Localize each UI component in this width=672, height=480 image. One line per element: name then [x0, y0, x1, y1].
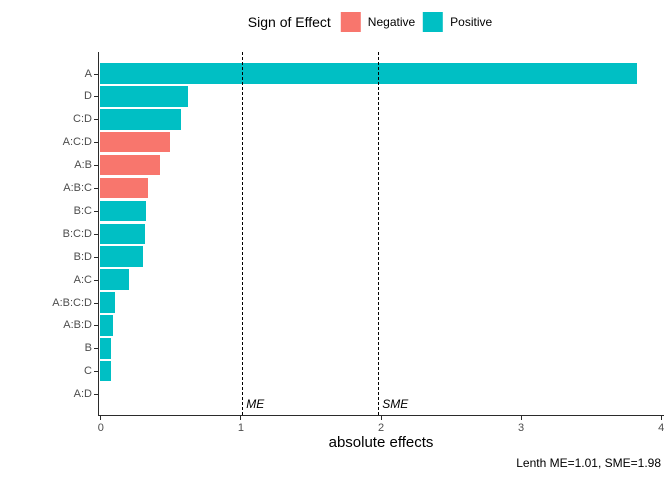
me-reference-line [241, 52, 243, 415]
x-axis-title: absolute effects [328, 434, 434, 451]
y-axis-tick [94, 325, 98, 327]
y-axis-label: A:C:D [62, 136, 92, 149]
y-axis-tick [94, 96, 98, 98]
bar-c-d [100, 109, 182, 130]
legend-label-positive: Positive [450, 15, 493, 29]
y-axis-label: B [84, 342, 92, 355]
bar-a-b [100, 154, 161, 176]
x-axis-tick [380, 416, 382, 420]
bar-a [100, 63, 637, 84]
bar-a-c-d [100, 131, 171, 153]
y-axis-tick [94, 188, 98, 189]
y-axis-label: C:D [73, 113, 92, 126]
me-reference-label: ME [246, 397, 265, 411]
x-axis-tick [100, 416, 102, 420]
y-axis-label: B:D [73, 250, 92, 263]
legend-title: Sign of Effect [247, 14, 331, 30]
y-axis-label: A:B [74, 159, 92, 172]
y-axis-tick [94, 165, 98, 167]
x-tick-label: 4 [658, 422, 665, 434]
y-axis-tick [94, 142, 98, 144]
x-axis-line [98, 415, 664, 416]
bar-b-c-d [100, 223, 145, 245]
bar-a-b-c-d [100, 292, 116, 313]
x-axis-tick [660, 416, 662, 420]
legend-label-negative: Negative [367, 15, 416, 29]
y-axis-label: A:B:C [63, 182, 92, 194]
y-axis-label: A:D [73, 388, 92, 401]
y-axis-tick [94, 210, 98, 212]
x-axis-tick [240, 416, 242, 420]
y-axis-tick [94, 371, 98, 373]
bar-b [100, 338, 112, 359]
x-tick-label: 2 [377, 422, 385, 434]
negative-color-swatch [340, 12, 361, 32]
y-axis-tick [94, 233, 98, 235]
y-axis-tick [94, 256, 98, 258]
y-axis-label: B:C [73, 204, 92, 217]
positive-color-swatch [423, 12, 444, 32]
x-tick-label: 1 [237, 422, 244, 434]
bar-b-c [100, 200, 147, 222]
y-axis-tick [94, 73, 98, 75]
y-axis-label: A:B:D [63, 319, 92, 332]
x-axis-tick [520, 416, 522, 420]
y-axis-tick [94, 119, 98, 121]
lenth-caption: Lenth ME=1.01, SME=1.98 [516, 456, 661, 470]
y-axis-line [98, 52, 99, 416]
x-tick-label: 0 [97, 422, 104, 434]
bar-c [100, 360, 112, 382]
bar-d [100, 86, 189, 107]
bar-a-b-d [100, 315, 113, 336]
bar-a-c [100, 269, 130, 290]
y-axis-label: A:B:C:D [52, 296, 92, 309]
x-tick-label: 3 [518, 422, 525, 434]
y-axis-tick [94, 279, 98, 281]
y-axis-label: B:C:D [62, 227, 92, 240]
sme-reference-line [377, 52, 379, 415]
legend-item-positive: Positive [423, 12, 492, 32]
y-axis-label: C [84, 365, 92, 378]
bar-b-d [100, 246, 144, 267]
bar-a-b-c [100, 177, 148, 199]
y-axis-tick [94, 394, 98, 396]
legend: Sign of Effect Negative Positive [248, 12, 492, 32]
y-axis-label: A [84, 67, 92, 80]
y-axis-tick [94, 302, 98, 304]
sme-reference-label: SME [382, 397, 409, 411]
y-axis-label: A:C [73, 273, 92, 286]
y-axis-tick [94, 348, 98, 350]
legend-item-negative: Negative [340, 12, 416, 32]
y-axis-label: D [84, 90, 92, 103]
